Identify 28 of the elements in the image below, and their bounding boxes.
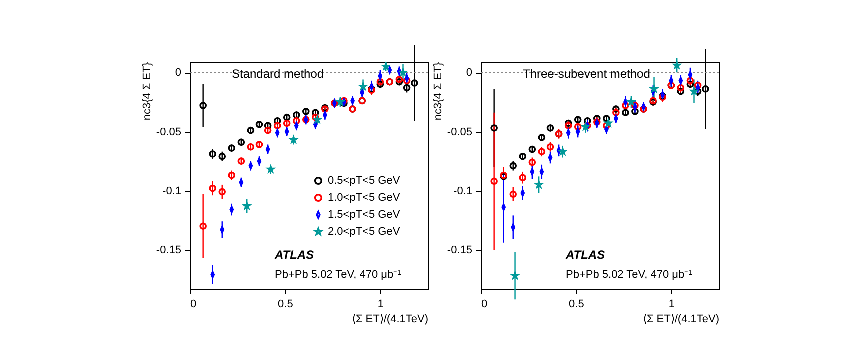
x-tick-label: 0: [190, 298, 197, 310]
x-tick-label: 1: [378, 298, 384, 310]
x-tick-label: 0: [482, 298, 488, 310]
y-tick-label: -0.1: [454, 185, 472, 198]
y-axis-title: nc3{4 Σ ET}: [141, 62, 154, 121]
y-tick-label: -0.15: [156, 244, 182, 256]
annotation: Pb+Pb 5.02 TeV, 470 μb⁻¹: [275, 269, 402, 281]
y-axis-title: nc3{4 Σ ET}: [432, 62, 444, 121]
x-tick-label: 0.5: [278, 298, 294, 310]
legend-label: 0.5<pT<5 GeV: [328, 175, 401, 187]
x-axis-title: ⟨Σ ET⟩/(4.1TeV): [642, 314, 720, 326]
annotation: ATLAS: [274, 248, 314, 262]
y-tick-label: 0: [175, 67, 182, 80]
x-axis-title: ⟨Σ ET⟩/(4.1TeV): [352, 314, 428, 326]
legend-label: 2.0<pT<5 GeV: [328, 226, 401, 238]
annotation: Three-subevent method: [523, 67, 650, 81]
x-tick-label: 1: [668, 298, 675, 310]
annotation: Pb+Pb 5.02 TeV, 470 μb⁻¹: [566, 269, 693, 281]
y-tick-label: -0.15: [447, 244, 472, 256]
legend-label: 1.5<pT<5 GeV: [328, 209, 401, 221]
legend-label: 1.0<pT<5 GeV: [328, 192, 401, 204]
x-tick-label: 0.5: [569, 298, 584, 310]
y-tick-label: -0.1: [162, 185, 182, 198]
annotation: Standard method: [232, 67, 324, 81]
y-tick-label: -0.05: [447, 126, 472, 138]
annotation: ATLAS: [565, 248, 606, 262]
y-tick-label: 0: [466, 67, 472, 80]
y-tick-label: -0.05: [156, 126, 182, 138]
